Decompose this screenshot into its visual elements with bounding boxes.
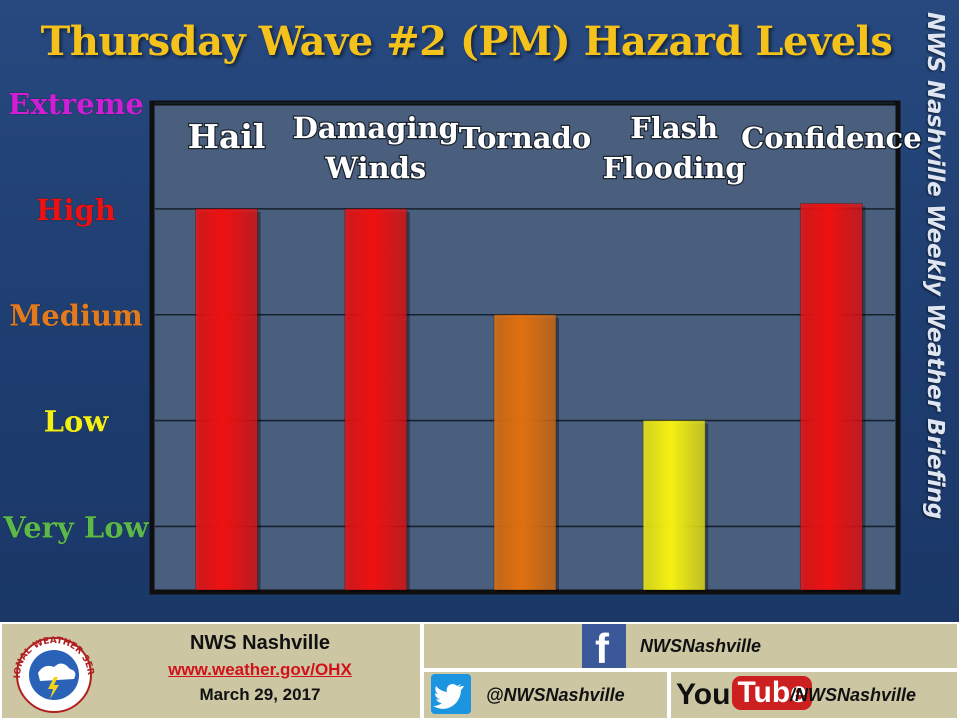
category-label-tornado: Tornado: [459, 121, 591, 155]
youtube-handle-link[interactable]: /NWSNashville: [790, 685, 917, 705]
category-label-confidence: Confidence: [741, 121, 922, 155]
category-label-flash-flooding: Flash: [630, 111, 718, 145]
twitter-handle-link[interactable]: @NWSNashville: [486, 685, 625, 705]
category-label-damaging-winds: Damaging: [293, 111, 459, 145]
youtube-logo-you: You: [676, 678, 731, 711]
category-label-flash-flooding: Flooding: [603, 151, 746, 185]
bar-damaging-winds: [344, 208, 408, 591]
level-label-very-low: Very Low: [2, 510, 149, 544]
level-label-extreme: Extreme: [8, 87, 144, 121]
bar-hail: [195, 208, 259, 591]
office-name: NWS Nashville: [189, 632, 331, 654]
youtube-logo[interactable]: You Tube: [676, 674, 812, 714]
bar-tornado: [493, 314, 557, 591]
footer-youtube-panel: [671, 672, 957, 718]
hazard-chart: Very Low Low Medium High Extreme Hail Damaging…: [2, 87, 923, 595]
twitter-bird-icon[interactable]: [431, 674, 471, 714]
youtube-logo-tube: Tube: [732, 676, 812, 710]
facebook-handle-link[interactable]: NWSNashville: [640, 636, 762, 656]
footer: NATIONAL WEATHER SERVICE NWS Nashville w…: [0, 622, 959, 720]
category-label-hail: Hail: [188, 117, 266, 156]
facebook-icon[interactable]: f: [582, 624, 626, 672]
page-title: Thursday Wave #2 (PM) Hazard Levels: [40, 18, 893, 65]
nws-seal-logo[interactable]: NATIONAL WEATHER SERVICE: [8, 633, 100, 713]
office-url-link[interactable]: www.weather.gov/OHX: [168, 660, 352, 679]
briefing-date: March 29, 2017: [199, 685, 321, 704]
level-label-low: Low: [44, 405, 110, 439]
bar-flash-flooding: [642, 420, 706, 591]
footer-facebook-panel: [424, 624, 957, 668]
level-label-medium: Medium: [9, 299, 143, 333]
level-label-high: High: [36, 193, 116, 227]
bar-confidence: [799, 203, 863, 591]
category-label-damaging-winds: Winds: [324, 151, 426, 185]
